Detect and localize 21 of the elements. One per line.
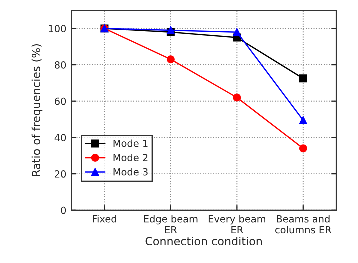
x-axis-title: Connection condition (146, 236, 262, 246)
y-tick-label: 100 (49, 25, 66, 33)
point (166, 56, 175, 64)
point (233, 28, 242, 36)
x-tick-label: Every beam ER (208, 215, 266, 234)
y-tick-label: 20 (55, 170, 66, 178)
y-tick-label: 60 (55, 98, 66, 106)
point (299, 144, 308, 153)
y-axis-title: Ratio of frequencies (%) (32, 44, 43, 176)
point (299, 116, 308, 124)
x-tick-label: Beams and columns ER (276, 215, 332, 234)
y-tick-label: 40 (54, 134, 66, 142)
y-tick-label: 80 (55, 62, 66, 69)
legend-label: Mode 3 (114, 168, 148, 176)
point (233, 94, 242, 102)
y-tick-label: 0 (61, 206, 66, 214)
legend-label: Mode 1 (114, 140, 148, 148)
x-tick-label: Edge beam ER (144, 215, 198, 234)
x-tick-label: Fixed (93, 215, 116, 223)
legend-label: Mode 2 (114, 154, 148, 162)
point (299, 74, 308, 83)
